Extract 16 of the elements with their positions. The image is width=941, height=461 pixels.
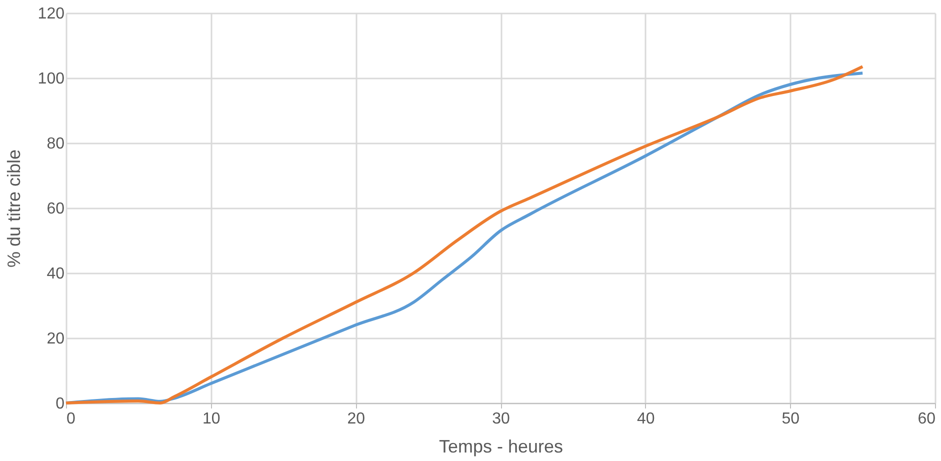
x-axis-title: Temps - heures xyxy=(438,436,564,456)
x-tick-label: 30 xyxy=(492,410,510,428)
y-tick-label: 40 xyxy=(46,266,65,282)
y-tick-label: 0 xyxy=(56,396,65,412)
y-tick-label: 120 xyxy=(38,6,65,22)
x-tick-label: 60 xyxy=(918,410,936,428)
y-tick-label: 80 xyxy=(46,136,65,152)
x-tick-label: 40 xyxy=(636,410,655,428)
y-axis-title: % du titre cible xyxy=(4,149,24,268)
x-tick-label: 20 xyxy=(347,410,366,428)
y-tick-label: 60 xyxy=(46,200,65,218)
y-tick-label: 20 xyxy=(46,330,65,348)
x-tick-label: 10 xyxy=(202,410,220,428)
x-tick-label: 50 xyxy=(782,410,800,428)
y-tick-label: 100 xyxy=(38,70,65,88)
x-tick-label: 0 xyxy=(66,410,76,428)
